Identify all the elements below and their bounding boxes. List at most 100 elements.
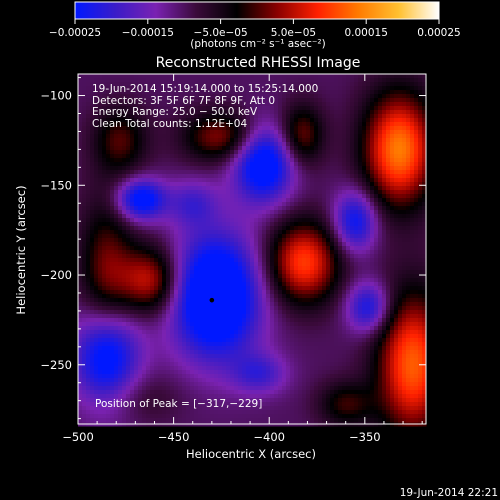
heatmap-cell [122,182,127,187]
heatmap-cell [282,142,287,147]
heatmap-cell [98,126,103,131]
heatmap-cell [262,94,267,99]
heatmap-cell [150,178,155,183]
heatmap-cell [138,222,143,227]
heatmap-cell [266,290,271,295]
heatmap-cell [258,266,263,271]
heatmap-cell [390,170,395,175]
heatmap-cell [338,238,343,243]
heatmap-cell [338,118,343,123]
heatmap-cell [202,178,207,183]
heatmap-cell [258,154,263,159]
heatmap-cell [218,146,223,151]
heatmap-cell [422,102,427,107]
heatmap-cell [334,122,339,127]
heatmap-cell [134,182,139,187]
heatmap-cell [298,106,303,111]
heatmap-cell [350,74,355,79]
heatmap-cell [322,118,327,123]
heatmap-cell [126,118,131,123]
heatmap-cell [258,294,263,299]
heatmap-cell [298,270,303,275]
heatmap-cell [254,246,259,251]
heatmap-cell [242,234,247,239]
heatmap-cell [98,254,103,259]
heatmap-cell [94,294,99,299]
heatmap-cell [306,246,311,251]
heatmap-cell [310,82,315,87]
heatmap-cell [86,250,91,255]
heatmap-cell [390,222,395,227]
heatmap-cell [186,210,191,215]
heatmap-cell [78,262,83,267]
heatmap-cell [94,258,99,263]
heatmap-cell [414,90,419,95]
heatmap-cell [418,122,423,127]
heatmap-cell [282,298,287,303]
heatmap-cell [310,266,315,271]
heatmap-cell [86,206,91,211]
heatmap-cell [250,98,255,103]
heatmap-cell [166,210,171,215]
heatmap-cell [110,262,115,267]
heatmap-cell [242,142,247,147]
heatmap-cell [98,202,103,207]
heatmap-cell [246,202,251,207]
heatmap-cell [358,198,363,203]
heatmap-cell [166,154,171,159]
heatmap-cell [202,86,207,91]
heatmap-cell [106,154,111,159]
heatmap-cell [374,110,379,115]
heatmap-cell [386,266,391,271]
heatmap-cell [202,278,207,283]
heatmap-cell [130,282,135,287]
heatmap-cell [234,230,239,235]
heatmap-cell [174,78,179,83]
heatmap-cell [362,294,367,299]
heatmap-cell [366,82,371,87]
heatmap-cell [286,222,291,227]
heatmap-cell [194,154,199,159]
heatmap-cell [350,142,355,147]
heatmap-cell [198,218,203,223]
heatmap-cell [362,190,367,195]
heatmap-cell [258,290,263,295]
heatmap-cell [150,262,155,267]
heatmap-cell [106,286,111,291]
heatmap-cell [330,250,335,255]
heatmap-cell [150,130,155,135]
heatmap-cell [138,78,143,83]
heatmap-cell [422,174,427,179]
heatmap-cell [382,122,387,127]
heatmap-cell [402,206,407,211]
heatmap-cell [182,226,187,231]
heatmap-cell [118,174,123,179]
heatmap-cell [306,130,311,135]
heatmap-cell [190,170,195,175]
heatmap-cell [146,250,151,255]
heatmap-cell [210,198,215,203]
heatmap-cell [290,86,295,91]
heatmap-cell [246,222,251,227]
heatmap-cell [94,206,99,211]
heatmap-cell [246,266,251,271]
heatmap-cell [154,254,159,259]
heatmap-cell [230,94,235,99]
heatmap-cell [330,162,335,167]
heatmap-cell [374,118,379,123]
heatmap-cell [334,290,339,295]
heatmap-cell [330,126,335,131]
heatmap-cell [278,258,283,263]
heatmap-cell [222,74,227,79]
heatmap-cell [186,226,191,231]
heatmap-cell [150,190,155,195]
heatmap-cell [166,86,171,91]
heatmap-cell [314,290,319,295]
heatmap-cell [322,170,327,175]
heatmap-cell [378,238,383,243]
heatmap-cell [350,106,355,111]
heatmap-cell [190,166,195,171]
heatmap-cell [210,174,215,179]
heatmap-cell [294,146,299,151]
heatmap-cell [90,118,95,123]
